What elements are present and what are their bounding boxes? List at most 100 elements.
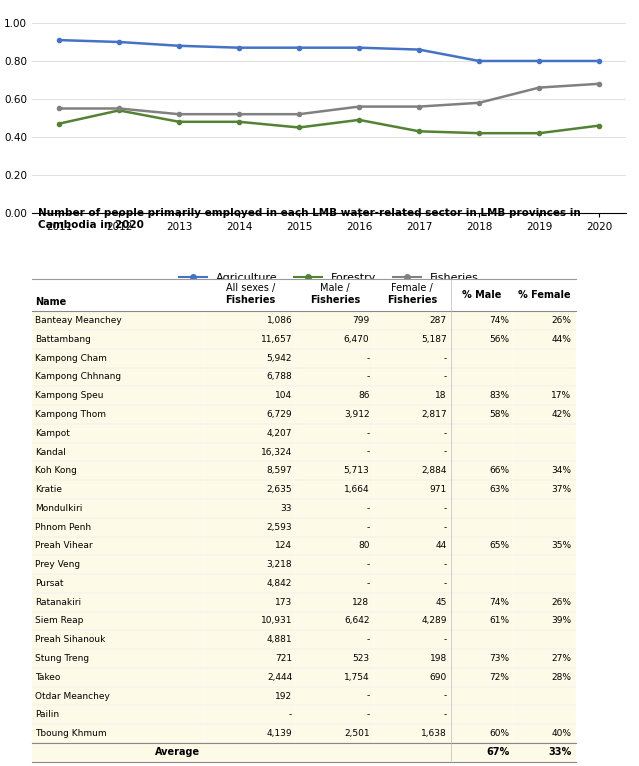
FancyBboxPatch shape [374, 279, 451, 311]
Text: 72%: 72% [489, 673, 509, 682]
Text: 3,912: 3,912 [344, 410, 369, 419]
Text: Mondulkiri: Mondulkiri [35, 504, 82, 513]
Text: -: - [443, 354, 447, 362]
Text: 5,187: 5,187 [421, 335, 447, 344]
FancyBboxPatch shape [513, 705, 576, 724]
FancyBboxPatch shape [451, 499, 513, 518]
FancyBboxPatch shape [513, 555, 576, 574]
FancyBboxPatch shape [204, 330, 296, 349]
Text: Male /: Male / [320, 283, 350, 293]
FancyBboxPatch shape [374, 668, 451, 686]
FancyBboxPatch shape [32, 705, 204, 724]
FancyBboxPatch shape [204, 611, 296, 630]
FancyBboxPatch shape [513, 611, 576, 630]
FancyBboxPatch shape [296, 349, 374, 368]
FancyBboxPatch shape [451, 555, 513, 574]
FancyBboxPatch shape [296, 311, 374, 330]
FancyBboxPatch shape [32, 368, 204, 386]
Text: Kratie: Kratie [35, 485, 62, 494]
FancyBboxPatch shape [374, 611, 451, 630]
Text: 61%: 61% [489, 617, 509, 626]
FancyBboxPatch shape [204, 424, 296, 443]
FancyBboxPatch shape [204, 386, 296, 405]
FancyBboxPatch shape [32, 555, 204, 574]
FancyBboxPatch shape [204, 443, 296, 461]
Text: 4,842: 4,842 [267, 579, 292, 588]
Text: -: - [443, 447, 447, 457]
Text: Preah Sihanouk: Preah Sihanouk [35, 635, 105, 644]
FancyBboxPatch shape [374, 424, 451, 443]
FancyBboxPatch shape [296, 518, 374, 536]
FancyBboxPatch shape [513, 518, 576, 536]
Text: 287: 287 [429, 316, 447, 325]
Text: -: - [366, 710, 369, 719]
FancyBboxPatch shape [513, 405, 576, 424]
FancyBboxPatch shape [451, 311, 513, 330]
Text: -: - [366, 372, 369, 381]
Text: 6,788: 6,788 [266, 372, 292, 381]
FancyBboxPatch shape [451, 368, 513, 386]
FancyBboxPatch shape [513, 368, 576, 386]
Text: -: - [366, 560, 369, 569]
Text: 128: 128 [352, 597, 369, 607]
FancyBboxPatch shape [296, 630, 374, 649]
FancyBboxPatch shape [451, 405, 513, 424]
Text: -: - [443, 504, 447, 513]
FancyBboxPatch shape [513, 499, 576, 518]
Text: 4,881: 4,881 [266, 635, 292, 644]
Text: -: - [366, 635, 369, 644]
Text: Takeo: Takeo [35, 673, 60, 682]
FancyBboxPatch shape [32, 405, 204, 424]
Text: Female /: Female / [392, 283, 433, 293]
Text: 5,942: 5,942 [266, 354, 292, 362]
FancyBboxPatch shape [204, 461, 296, 480]
FancyBboxPatch shape [32, 461, 204, 480]
Text: Kampong Cham: Kampong Cham [35, 354, 107, 362]
FancyBboxPatch shape [451, 668, 513, 686]
Text: 34%: 34% [551, 466, 571, 476]
FancyBboxPatch shape [296, 611, 374, 630]
FancyBboxPatch shape [374, 743, 451, 762]
FancyBboxPatch shape [32, 311, 204, 330]
FancyBboxPatch shape [513, 311, 576, 330]
FancyBboxPatch shape [374, 686, 451, 705]
Text: 63%: 63% [489, 485, 509, 494]
Text: 11,657: 11,657 [261, 335, 292, 344]
FancyBboxPatch shape [32, 668, 204, 686]
Text: Koh Kong: Koh Kong [35, 466, 77, 476]
FancyBboxPatch shape [374, 593, 451, 611]
FancyBboxPatch shape [374, 536, 451, 555]
Text: 690: 690 [429, 673, 447, 682]
Text: Kampong Chhnang: Kampong Chhnang [35, 372, 121, 381]
FancyBboxPatch shape [451, 686, 513, 705]
FancyBboxPatch shape [204, 705, 296, 724]
FancyBboxPatch shape [204, 518, 296, 536]
FancyBboxPatch shape [296, 443, 374, 461]
Text: 173: 173 [275, 597, 292, 607]
Text: 74%: 74% [489, 597, 509, 607]
Text: Pailin: Pailin [35, 710, 59, 719]
FancyBboxPatch shape [451, 349, 513, 368]
Text: 1,754: 1,754 [344, 673, 369, 682]
FancyBboxPatch shape [204, 724, 296, 743]
Text: -: - [443, 710, 447, 719]
Text: 6,729: 6,729 [266, 410, 292, 419]
Text: 45: 45 [435, 597, 447, 607]
Text: Kandal: Kandal [35, 447, 66, 457]
FancyBboxPatch shape [451, 593, 513, 611]
Text: Stung Treng: Stung Treng [35, 654, 89, 663]
FancyBboxPatch shape [374, 555, 451, 574]
FancyBboxPatch shape [513, 424, 576, 443]
Text: 104: 104 [275, 391, 292, 400]
Text: -: - [366, 522, 369, 532]
Text: 56%: 56% [489, 335, 509, 344]
FancyBboxPatch shape [451, 705, 513, 724]
FancyBboxPatch shape [296, 668, 374, 686]
FancyBboxPatch shape [451, 574, 513, 593]
Text: 1,086: 1,086 [266, 316, 292, 325]
Text: 83%: 83% [489, 391, 509, 400]
Text: % Male: % Male [463, 290, 502, 300]
Text: 28%: 28% [551, 673, 571, 682]
FancyBboxPatch shape [374, 368, 451, 386]
FancyBboxPatch shape [204, 574, 296, 593]
